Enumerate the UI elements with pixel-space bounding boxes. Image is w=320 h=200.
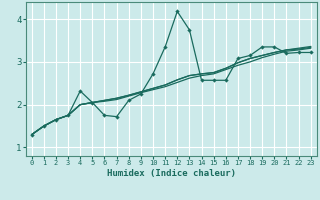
X-axis label: Humidex (Indice chaleur): Humidex (Indice chaleur) xyxy=(107,169,236,178)
